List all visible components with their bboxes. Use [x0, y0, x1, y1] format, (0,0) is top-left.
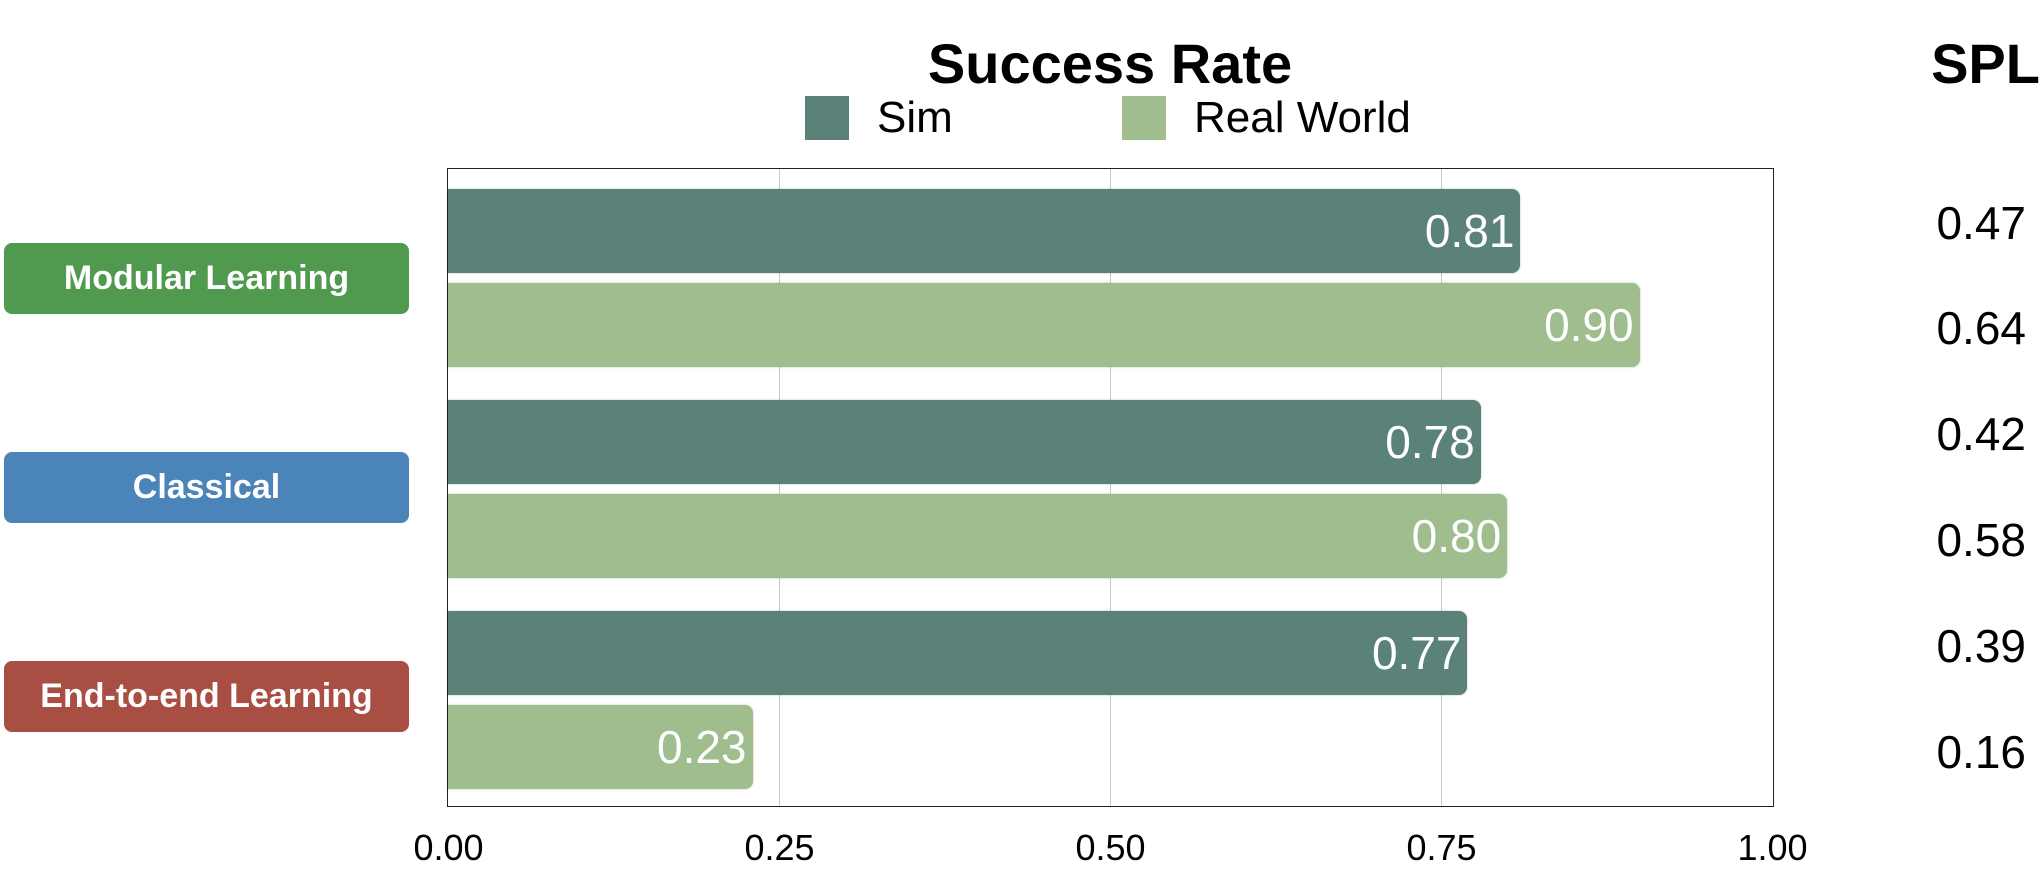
bar-real-world-1: 0.80 [448, 494, 1508, 578]
legend-item-sim: Sim [805, 96, 953, 140]
legend-item-real-world: Real World [1122, 96, 1411, 140]
spl-value: 0.16 [1936, 726, 2026, 778]
x-tick-label: 0.75 [1406, 827, 1477, 868]
legend-label-sim: Sim [877, 93, 953, 142]
bar-value-label: 0.77 [1371, 627, 1462, 679]
category-badge-classical: Classical [4, 452, 409, 523]
x-tick-label: 1.00 [1737, 827, 1808, 868]
x-tick-label: 0.25 [744, 827, 815, 868]
bar-sim-0: 0.81 [448, 189, 1521, 273]
chart-title: Success Rate [927, 32, 1293, 95]
bar-real-world-2: 0.23 [448, 705, 753, 789]
legend-swatch-real-world [1122, 96, 1166, 140]
spl-value: 0.47 [1936, 197, 2026, 249]
bar-value-label: 0.80 [1411, 510, 1502, 562]
spl-value: 0.42 [1936, 408, 2026, 460]
bar-real-world-0: 0.90 [448, 283, 1640, 367]
spl-value: 0.39 [1936, 620, 2026, 672]
bar-value-label: 0.81 [1424, 205, 1515, 257]
spl-value: 0.64 [1936, 302, 2026, 354]
bar-value-label: 0.78 [1385, 416, 1475, 468]
plot-area: 0.81 0.90 0.78 0.80 0.77 0.23 [447, 168, 1774, 807]
gridline [779, 169, 780, 806]
legend-label-real-world: Real World [1194, 93, 1411, 142]
spl-header: SPL [1931, 32, 2040, 95]
x-tick-label: 0.50 [1075, 827, 1146, 868]
gridline [1441, 169, 1442, 806]
category-badge-end-to-end-learning: End-to-end Learning [4, 661, 409, 732]
category-badge-modular-learning: Modular Learning [4, 243, 409, 314]
bar-value-label: 0.90 [1544, 299, 1634, 351]
bar-sim-1: 0.78 [448, 400, 1481, 484]
x-tick-label: 0.00 [413, 827, 484, 868]
spl-value: 0.58 [1936, 514, 2026, 566]
bar-value-label: 0.23 [656, 721, 747, 773]
legend-swatch-sim [805, 96, 849, 140]
gridline [1110, 169, 1111, 806]
bar-sim-2: 0.77 [448, 611, 1468, 695]
